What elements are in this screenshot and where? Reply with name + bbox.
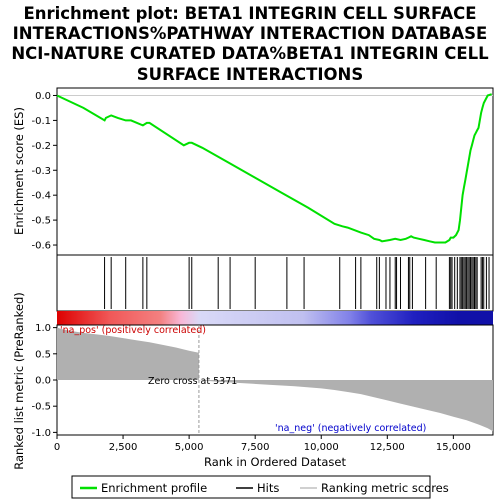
metric-y-tick-label: -1.0 (31, 428, 51, 439)
es-panel-frame (56, 87, 494, 256)
es-y-tick-label: -0.5 (31, 216, 51, 227)
x-tick-label: 0 (54, 442, 60, 453)
metric-y-tick-label: -0.5 (31, 402, 51, 413)
zero-cross-label: Zero cross at 5371 (148, 376, 237, 387)
metric-y-ticks: 1.0 0.5 0.0 -0.5 -1.0 (31, 323, 57, 439)
metric-panel: 1.0 0.5 0.0 -0.5 -1.0 'na_pos' (positively c… (12, 292, 494, 470)
title-line-1: Enrichment plot: BETA1 INTEGRIN CELL SUR… (23, 4, 476, 23)
color-bar-panel (57, 311, 493, 325)
metric-y-tick-label: 0.5 (35, 349, 51, 360)
legend-frame (71, 475, 431, 499)
x-tick-label: 10,000 (304, 442, 339, 453)
x-tick-label: 7,500 (241, 442, 270, 453)
es-y-tick-label: -0.3 (31, 166, 51, 177)
es-y-tick-label: 0.0 (35, 91, 51, 102)
x-tick-label: 12,500 (370, 442, 405, 453)
metric-y-tick-label: 1.0 (35, 323, 51, 334)
es-y-tick-label: -0.4 (31, 191, 51, 202)
positive-correlation-label: 'na_pos' (positively correlated) (60, 325, 206, 336)
es-y-tick-label: -0.6 (31, 241, 51, 252)
es-y-ticks: 0.0 -0.1 -0.2 -0.3 -0.4 -0.5 -0.6 (31, 91, 57, 252)
legend: Enrichment profile Hits Ranking metric s… (71, 475, 449, 499)
negative-correlation-label: 'na_neg' (negatively correlated) (275, 423, 426, 434)
title-line-3: NCI-NATURE CURATED DATA%BETA1 INTEGRIN C… (11, 44, 489, 63)
legend-enrichment-label: Enrichment profile (101, 481, 207, 495)
hits-panel-frame (56, 254, 494, 312)
enrichment-profile-line (56, 93, 493, 244)
es-y-axis-label: Enrichment score (ES) (12, 107, 26, 235)
x-axis-label: Rank in Ordered Dataset (204, 455, 347, 469)
title-line-2: INTERACTIONS%PATHWAY INTERACTION DATABAS… (13, 24, 488, 43)
ranking-metric-area (57, 327, 493, 432)
x-tick-label: 15,000 (436, 442, 471, 453)
x-axis-ticks: 0 2,500 5,000 7,500 10,000 12,500 15,000 (54, 435, 471, 453)
es-y-tick-label: -0.1 (31, 116, 51, 127)
legend-hits-label: Hits (257, 481, 279, 495)
hits-panel (56, 254, 494, 312)
x-tick-label: 5,000 (175, 442, 204, 453)
ranked-list-color-bar (57, 311, 493, 325)
metric-y-axis-label: Ranked list metric (PreRanked) (12, 292, 26, 470)
legend-metric-label: Ranking metric scores (321, 481, 449, 495)
es-y-tick-label: -0.2 (31, 141, 51, 152)
chart-title: Enrichment plot: BETA1 INTEGRIN CELL SUR… (11, 4, 489, 84)
hit-marks (104, 257, 490, 309)
title-line-4: SURFACE INTERACTIONS (137, 65, 363, 84)
metric-y-tick-label: 0.0 (35, 376, 51, 387)
x-tick-label: 2,500 (109, 442, 138, 453)
es-panel: 0.0 -0.1 -0.2 -0.3 -0.4 -0.5 -0.6 Enrichment s… (12, 87, 494, 256)
